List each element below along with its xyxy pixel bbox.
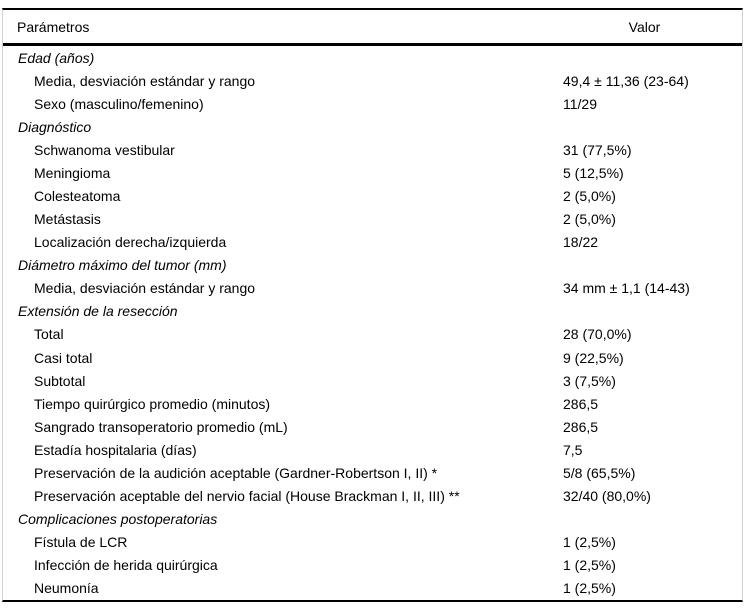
param-label: Metástasis: [34, 211, 101, 228]
table-row: Total 28 (70,0%): [3, 323, 742, 346]
table-row: Tiempo quirúrgico promedio (minutos) 286…: [3, 392, 742, 415]
param-label: Fístula de LCR: [34, 534, 128, 551]
param-label: Preservación aceptable del nervio facial…: [34, 488, 460, 505]
param-value: 32/40 (80,0%): [563, 488, 651, 505]
table-row: Subtotal 3 (7,5%): [3, 369, 742, 392]
param-value: 1 (2,5%): [563, 557, 616, 574]
param-label: Extensión de la resección: [18, 303, 178, 320]
param-value: 286,5: [563, 395, 599, 412]
param-label: Sangrado transoperatorio promedio (mL): [34, 418, 288, 435]
param-label: Meningioma: [34, 164, 111, 181]
table-row: Neumonía 1 (2,5%): [3, 577, 742, 600]
table-row: Preservación aceptable del nervio facial…: [3, 484, 742, 507]
table-rows: Edad (años) Media, desviación estándar y…: [3, 46, 742, 600]
table-header-row: Parámetros Valor: [3, 10, 742, 46]
param-label: Subtotal: [34, 372, 86, 389]
param-value: 1 (2,5%): [563, 534, 616, 551]
table-row: Complicaciones postoperatorias: [3, 508, 742, 531]
param-label: Media, desviación estándar y rango: [34, 72, 256, 89]
param-value: 5/8 (65,5%): [563, 464, 636, 481]
param-label: Neumonía: [34, 580, 99, 597]
param-label: Infección de herida quirúrgica: [34, 557, 218, 574]
param-label: Total: [34, 326, 64, 343]
param-value: 34 mm ± 1,1 (14-43): [563, 280, 690, 297]
param-value: 11/29: [563, 95, 597, 112]
table-row: Sexo (masculino/femenino) 11/29: [3, 92, 742, 115]
param-value: 5 (12,5%): [563, 164, 624, 181]
table-row: Infección de herida quirúrgica 1 (2,5%): [3, 554, 742, 577]
table-row: Casi total 9 (22,5%): [3, 346, 742, 369]
param-label: Schwanoma vestibular: [34, 141, 175, 158]
table-row: Metástasis 2 (5,0%): [3, 208, 742, 231]
param-value: 9 (22,5%): [563, 349, 624, 366]
param-label: Sexo (masculino/femenino): [34, 95, 204, 112]
param-label: Preservación de la audición aceptable (G…: [34, 464, 438, 481]
table-row: Edad (años): [3, 46, 742, 69]
param-value: 18/22: [563, 234, 599, 251]
param-label: Tiempo quirúrgico promedio (minutos): [34, 395, 271, 412]
table-row: Diámetro máximo del tumor (mm): [3, 254, 742, 277]
param-label: Colesteatoma: [34, 188, 121, 204]
param-value: 31 (77,5%): [563, 141, 632, 158]
param-column-header: Parámetros: [17, 18, 90, 35]
param-value: 28 (70,0%): [563, 326, 632, 343]
table-row: Media, desviación estándar y rango 34 mm…: [3, 277, 742, 300]
param-value: 286,5: [563, 418, 599, 435]
table-row: Extensión de la resección: [3, 300, 742, 323]
table-row: Media, desviación estándar y rango 49,4 …: [3, 69, 742, 92]
param-label: Diagnóstico: [18, 118, 92, 135]
table-row: Schwanoma vestibular 31 (77,5%): [3, 138, 742, 161]
param-label: Estadía hospitalaria (días): [34, 441, 197, 458]
param-value: 3 (7,5%): [563, 372, 616, 389]
param-label: Diámetro máximo del tumor (mm): [18, 257, 227, 274]
parameters-table: Parámetros Valor Edad (años) Media, desv…: [2, 8, 743, 602]
param-label: Complicaciones postoperatorias: [18, 511, 218, 528]
param-value: 1 (2,5%): [563, 580, 616, 597]
table-row: Sangrado transoperatorio promedio (mL) 2…: [3, 415, 742, 438]
param-value: 7,5: [563, 441, 583, 458]
param-value: 2 (5,0%): [563, 188, 616, 204]
table-row: Fístula de LCR 1 (2,5%): [3, 531, 742, 554]
table-row: Meningioma 5 (12,5%): [3, 161, 742, 184]
table-row: Colesteatoma 2 (5,0%): [3, 184, 742, 207]
table-row: Preservación de la audición aceptable (G…: [3, 461, 742, 484]
param-label: Edad (años): [18, 49, 95, 66]
value-column-header: Valor: [628, 18, 661, 35]
param-value: 2 (5,0%): [563, 211, 616, 228]
param-label: Casi total: [34, 349, 93, 366]
param-value: 49,4 ± 11,36 (23-64): [563, 72, 689, 89]
table-row: Localización derecha/izquierda 18/22: [3, 231, 742, 254]
table-row: Diagnóstico: [3, 115, 742, 138]
param-label: Media, desviación estándar y rango: [34, 280, 256, 297]
param-label: Localización derecha/izquierda: [34, 234, 227, 251]
table-row: Estadía hospitalaria (días) 7,5: [3, 438, 742, 461]
